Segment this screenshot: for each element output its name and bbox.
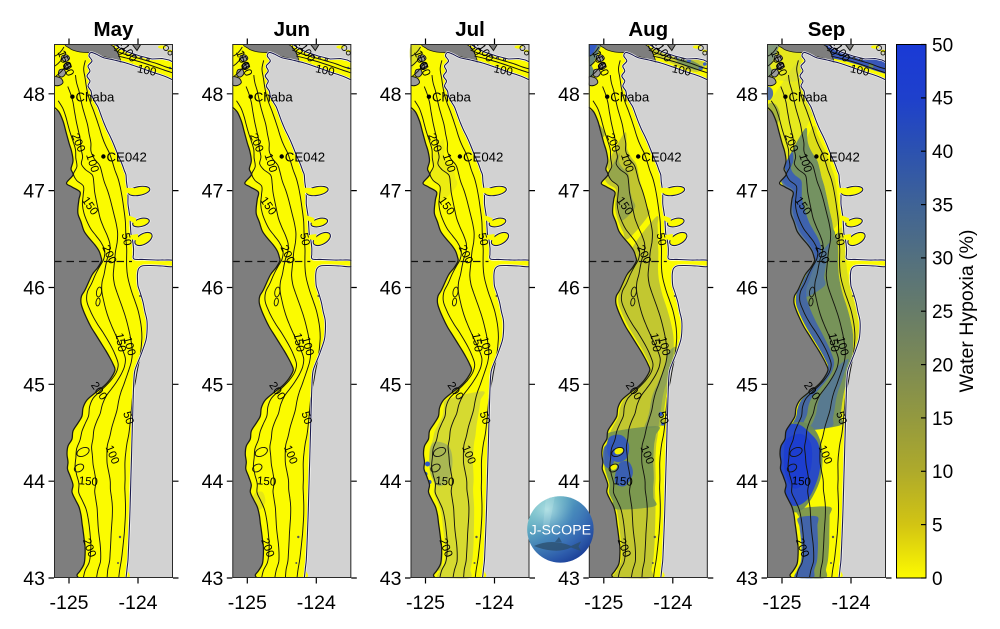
svg-text:50: 50 [932, 35, 953, 56]
svg-text:46: 46 [380, 278, 402, 300]
svg-text:-124: -124 [297, 592, 336, 614]
svg-text:-125: -125 [584, 592, 623, 614]
svg-text:44: 44 [202, 471, 224, 493]
svg-text:-125: -125 [762, 592, 801, 614]
svg-text:Jun: Jun [274, 18, 310, 41]
svg-text:-125: -125 [228, 592, 267, 614]
svg-text:48: 48 [380, 84, 402, 106]
svg-text:43: 43 [380, 568, 402, 590]
svg-text:47: 47 [558, 181, 580, 203]
svg-text:Jul: Jul [455, 18, 485, 41]
svg-text:15: 15 [932, 409, 953, 430]
svg-text:-125: -125 [406, 592, 445, 614]
svg-text:10: 10 [932, 462, 953, 483]
svg-text:45: 45 [558, 374, 580, 396]
svg-text:43: 43 [736, 568, 758, 590]
svg-text:-124: -124 [118, 592, 157, 614]
svg-text:0: 0 [932, 569, 943, 590]
svg-text:43: 43 [202, 568, 224, 590]
svg-text:40: 40 [932, 142, 953, 163]
svg-text:44: 44 [736, 471, 758, 493]
svg-text:45: 45 [202, 374, 224, 396]
svg-text:47: 47 [736, 181, 758, 203]
svg-text:48: 48 [736, 84, 758, 106]
svg-text:30: 30 [932, 249, 953, 270]
svg-text:46: 46 [202, 278, 224, 300]
svg-text:-124: -124 [653, 592, 692, 614]
svg-text:Water Hypoxia (%): Water Hypoxia (%) [956, 230, 978, 393]
svg-text:47: 47 [23, 181, 45, 203]
svg-text:43: 43 [23, 568, 45, 590]
svg-text:46: 46 [736, 278, 758, 300]
svg-text:44: 44 [558, 471, 580, 493]
svg-text:46: 46 [23, 278, 45, 300]
svg-text:20: 20 [932, 355, 953, 376]
svg-text:48: 48 [558, 84, 580, 106]
svg-text:-124: -124 [475, 592, 514, 614]
svg-text:44: 44 [23, 471, 45, 493]
svg-text:Aug: Aug [628, 18, 668, 41]
svg-text:45: 45 [23, 374, 45, 396]
svg-text:45: 45 [736, 374, 758, 396]
svg-text:25: 25 [932, 302, 953, 323]
svg-text:-125: -125 [49, 592, 88, 614]
svg-text:47: 47 [202, 181, 224, 203]
svg-text:J-SCOPE: J-SCOPE [530, 523, 592, 539]
svg-text:Sep: Sep [808, 18, 846, 41]
svg-text:45: 45 [380, 374, 402, 396]
svg-text:35: 35 [932, 195, 953, 216]
svg-text:47: 47 [380, 181, 402, 203]
svg-text:43: 43 [558, 568, 580, 590]
svg-text:5: 5 [932, 515, 943, 536]
svg-text:45: 45 [932, 89, 953, 110]
svg-text:44: 44 [380, 471, 402, 493]
svg-text:-124: -124 [831, 592, 870, 614]
svg-text:48: 48 [202, 84, 224, 106]
svg-text:May: May [94, 18, 134, 41]
svg-text:48: 48 [23, 84, 45, 106]
svg-text:46: 46 [558, 278, 580, 300]
